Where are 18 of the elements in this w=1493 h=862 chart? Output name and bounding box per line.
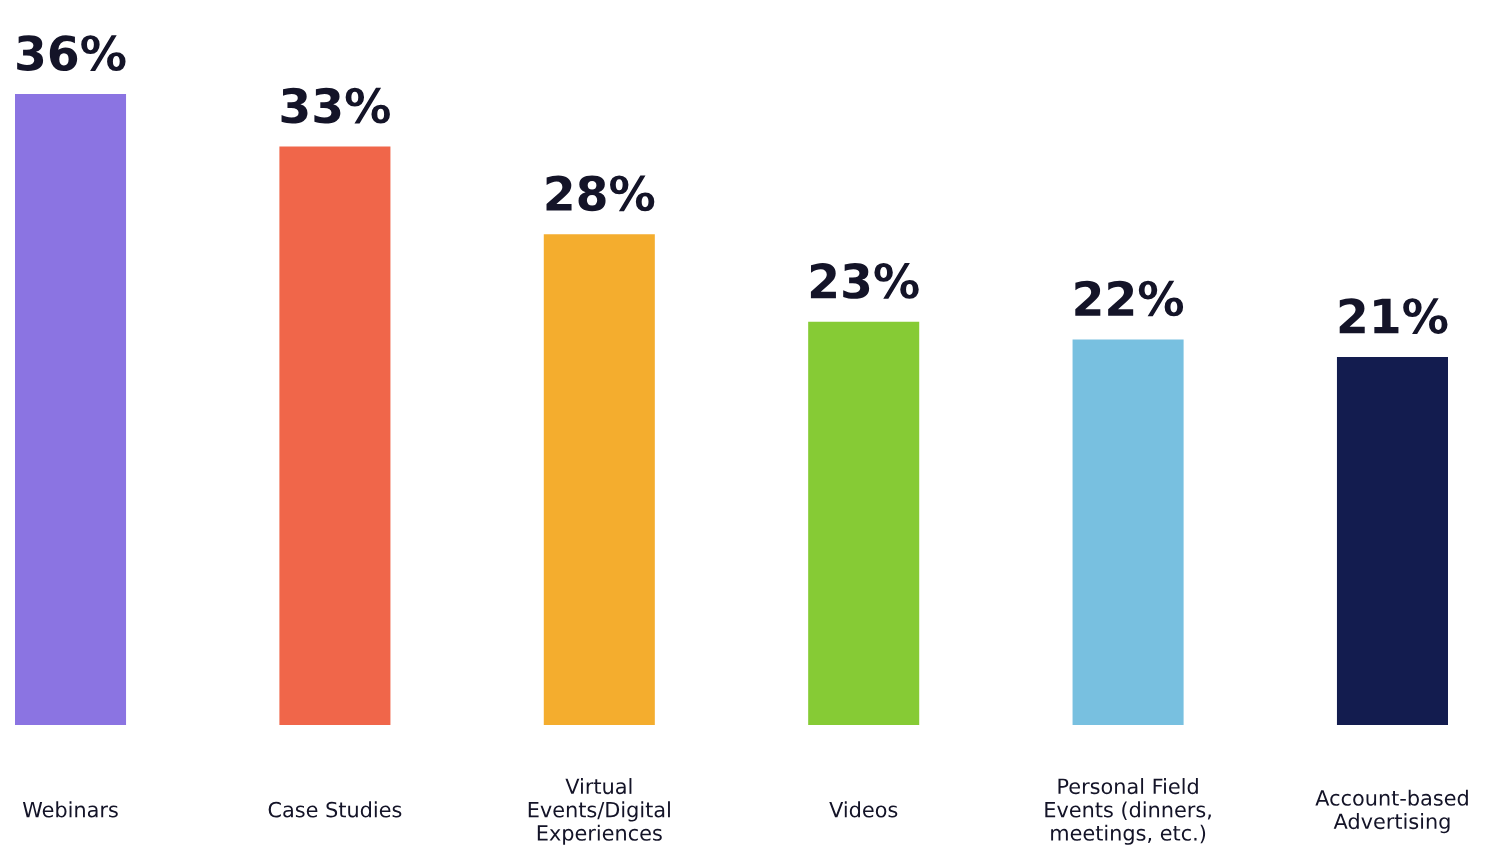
x-tick-label: Videos <box>829 801 898 818</box>
data-label: 22% <box>1075 280 1184 317</box>
data-label: 23% <box>810 263 919 299</box>
data-label: 21% <box>1339 298 1448 334</box>
bar <box>279 146 391 725</box>
x-tick-label: Personal Field Events (dinners, meetings, etc.) <box>1045 778 1211 845</box>
bar <box>1072 339 1184 725</box>
data-label: 36% <box>17 35 126 71</box>
data-label: 33% <box>281 87 390 124</box>
x-tick-label: Virtual Events/Digital Experiences <box>528 778 670 845</box>
x-tick-label: Account-based Advertising <box>1315 789 1468 834</box>
x-tick-label: Webinars <box>22 801 118 818</box>
bar <box>1336 356 1448 725</box>
bar <box>808 321 920 725</box>
data-label: 28% <box>546 175 655 212</box>
bar <box>543 234 655 725</box>
bar <box>15 94 127 725</box>
x-tick-label: Case Studies <box>268 801 402 818</box>
